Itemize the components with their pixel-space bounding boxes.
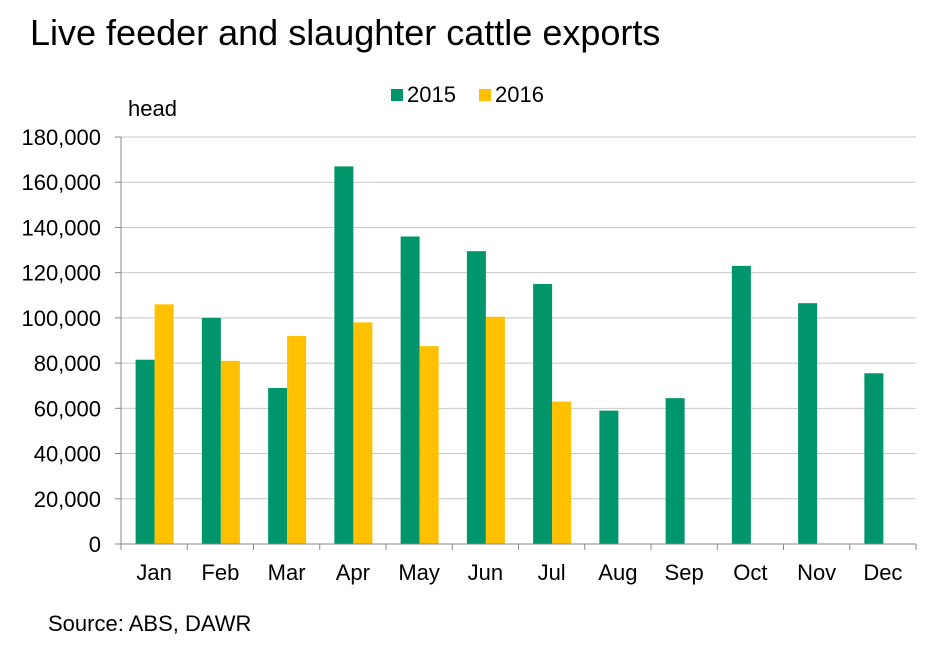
bar-2016-apr [353,322,373,544]
y-tick-label: 60,000 [34,396,101,421]
bar-2015-dec [864,373,884,544]
bar-2016-jun [485,316,505,544]
y-axis-label: head [128,96,177,121]
x-tick-label: May [398,560,440,585]
legend-label-2015: 2015 [407,82,456,107]
bar-2015-sep [665,398,685,544]
bar-2015-may [400,236,420,544]
x-tick-label: Jul [538,560,566,585]
chart-title: Live feeder and slaughter cattle exports [30,12,661,53]
x-tick-label: Apr [336,560,370,585]
x-tick-label: Nov [797,560,836,585]
y-tick-label: 20,000 [34,487,101,512]
bar-2015-mar [268,387,288,544]
gridlines [121,136,916,500]
x-tick-label: Aug [598,560,637,585]
bar-2016-feb [220,360,240,544]
source-note: Source: ABS, DAWR [48,611,252,636]
y-tick-label: 100,000 [21,306,101,331]
legend: 2015 2016 [391,82,544,107]
legend-label-2016: 2016 [495,82,544,107]
x-tick-label: Sep [665,560,704,585]
bar-2016-jul [552,401,572,544]
bar-2015-feb [201,317,221,544]
bar-2015-apr [334,166,354,544]
y-tick-labels: 0 20,000 40,000 60,000 80,000 100,000 120,000 1… [21,125,101,557]
legend-swatch-2016 [479,89,491,101]
axes [115,136,917,550]
x-tick-label: Mar [268,560,306,585]
bar-2015-jun [466,251,486,545]
x-tick-label: Feb [201,560,239,585]
y-tick-label: 40,000 [34,442,101,467]
x-tick-label: Jun [468,560,503,585]
y-tick-label: 80,000 [34,351,101,376]
y-tick-label: 0 [89,532,101,557]
legend-swatch-2015 [391,89,403,101]
x-tick-label: Oct [733,560,767,585]
bar-2015-oct [731,265,751,544]
y-tick-label: 120,000 [21,261,101,286]
bars [135,166,884,545]
x-tick-label: Dec [863,560,902,585]
x-tick-label: Jan [136,560,171,585]
bar-2016-jan [154,304,174,544]
bar-2016-mar [287,335,307,544]
bar-2016-may [419,346,439,544]
y-tick-label: 180,000 [21,125,101,150]
bar-2015-jul [533,283,553,544]
bar-2015-nov [798,303,818,544]
y-tick-label: 160,000 [21,170,101,195]
y-tick-label: 140,000 [21,215,101,240]
x-tick-labels: Jan Feb Mar Apr May Jun Jul Aug Sep Oct Nov Dec [136,560,902,585]
bar-2015-jan [135,359,155,544]
bar-2015-aug [599,410,619,544]
